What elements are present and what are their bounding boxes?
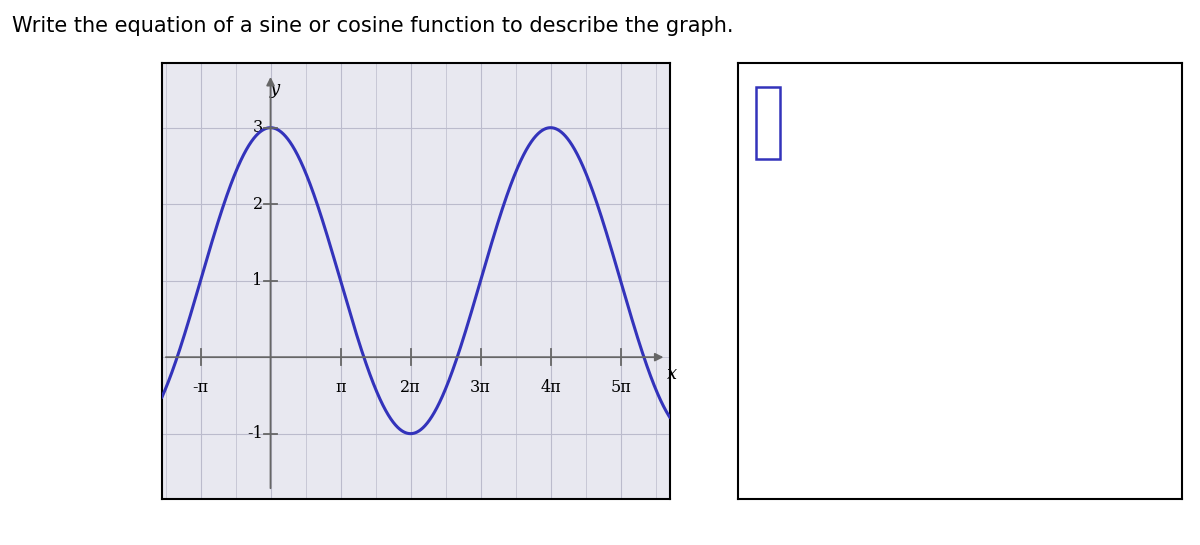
Text: 1: 1 <box>252 272 263 289</box>
Text: π: π <box>335 379 346 396</box>
Text: 2: 2 <box>252 196 263 213</box>
Text: x: x <box>667 365 678 383</box>
Text: 3: 3 <box>252 119 263 136</box>
Text: 3π: 3π <box>470 379 491 396</box>
Text: -1: -1 <box>247 425 263 442</box>
Text: y: y <box>270 80 280 98</box>
Text: -π: -π <box>192 379 209 396</box>
Bar <box>756 87 780 159</box>
Text: 4π: 4π <box>540 379 560 396</box>
Text: 5π: 5π <box>610 379 631 396</box>
Text: 2π: 2π <box>400 379 421 396</box>
Text: Write the equation of a sine or cosine function to describe the graph.: Write the equation of a sine or cosine f… <box>12 16 733 37</box>
